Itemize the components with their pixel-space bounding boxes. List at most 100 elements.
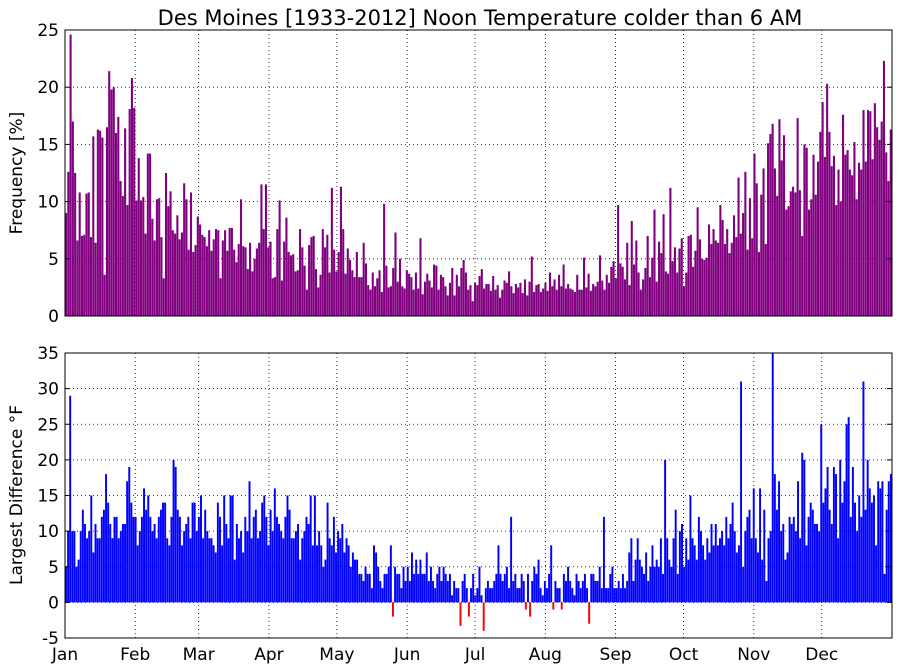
difference-bar [761,559,764,603]
frequency-bar [578,289,581,316]
frequency-bar [519,282,522,316]
frequency-bar [289,255,293,316]
difference-bar [404,581,407,603]
frequency-bar [851,175,854,316]
frequency-bar [103,274,106,316]
frequency-bar [296,270,299,316]
frequency-bar [789,191,792,316]
difference-bar [408,581,411,603]
frequency-bar [208,230,211,316]
difference-bar [491,588,494,603]
frequency-bar [305,289,308,316]
frequency-bar [798,190,801,316]
difference-bar [706,538,709,603]
frequency-bar [398,258,402,316]
difference-bar [250,538,253,603]
difference-bar [221,545,224,603]
difference-bar [81,509,84,603]
difference-bar [636,538,639,603]
difference-bar [541,595,544,603]
difference-bar [394,566,397,603]
frequency-bar [823,156,826,316]
frequency-bar [860,169,863,316]
difference-bar [71,531,74,603]
difference-bar [579,588,582,603]
frequency-bar [726,229,729,316]
frequency-bar [110,89,113,317]
month-tick-label: Apr [254,645,283,665]
frequency-bar [333,249,336,316]
frequency-bar [885,152,888,316]
frequency-bar [101,137,104,316]
frequency-bar [512,293,515,316]
frequency-bar [632,264,636,316]
difference-bar [134,516,137,603]
frequency-bar [626,242,629,316]
difference-bar [324,559,327,603]
difference-bar [873,495,875,603]
difference-bar [170,516,173,603]
difference-bar [117,538,120,603]
difference-bar [518,588,521,603]
difference-bar [870,502,873,603]
difference-bar [187,516,190,603]
difference-bar [347,545,350,603]
frequency-bar [553,279,556,316]
difference-bar [792,516,795,603]
difference-bar [860,516,863,603]
difference-bar [111,538,114,603]
difference-bar [586,588,589,603]
frequency-bar [819,131,822,316]
difference-bar [767,538,770,603]
frequency-bar [194,245,197,316]
difference-bar [425,552,428,603]
difference-bar [647,581,650,603]
difference-bar [330,545,333,603]
frequency-bar [587,273,590,316]
difference-bar [845,424,848,603]
frequency-bar [130,78,133,316]
difference-bar [562,573,565,603]
difference-bar [889,474,892,603]
difference-bar [702,545,705,603]
frequency-bar [792,186,795,316]
difference-bar [737,545,740,603]
difference-bar [704,559,707,603]
frequency-bar [419,238,422,316]
difference-bar [797,481,799,603]
difference-bar [543,581,546,603]
difference-bar [719,538,721,603]
frequency-bar [744,171,747,316]
difference-bar [465,588,468,603]
difference-bar [343,552,346,603]
frequency-bar [657,241,661,316]
difference-bar [65,566,67,603]
difference-bar [303,531,306,603]
difference-bar [685,538,688,603]
frequency-bar [294,271,297,316]
difference-bar [261,502,264,603]
frequency-bar [558,274,561,316]
difference-bar [837,538,840,603]
difference-bar [132,516,135,603]
difference-bar [166,538,169,603]
frequency-bar [117,116,120,316]
difference-bar [820,424,823,603]
frequency-bar [598,255,601,316]
frequency-bar [301,247,304,316]
difference-bar [419,559,422,603]
frequency-bar [87,192,90,316]
difference-bar [246,531,249,603]
difference-bar [86,538,89,603]
frequency-bar [464,272,467,316]
frequency-bar [78,192,81,316]
difference-bar [240,531,243,603]
frequency-bar [353,277,356,316]
difference-bar [476,588,479,603]
frequency-bar [85,193,88,316]
difference-bar [537,559,540,603]
difference-bar [75,566,78,603]
frequency-bar [751,238,754,316]
frequency-bar [846,150,849,316]
frequency-bar [444,286,447,316]
